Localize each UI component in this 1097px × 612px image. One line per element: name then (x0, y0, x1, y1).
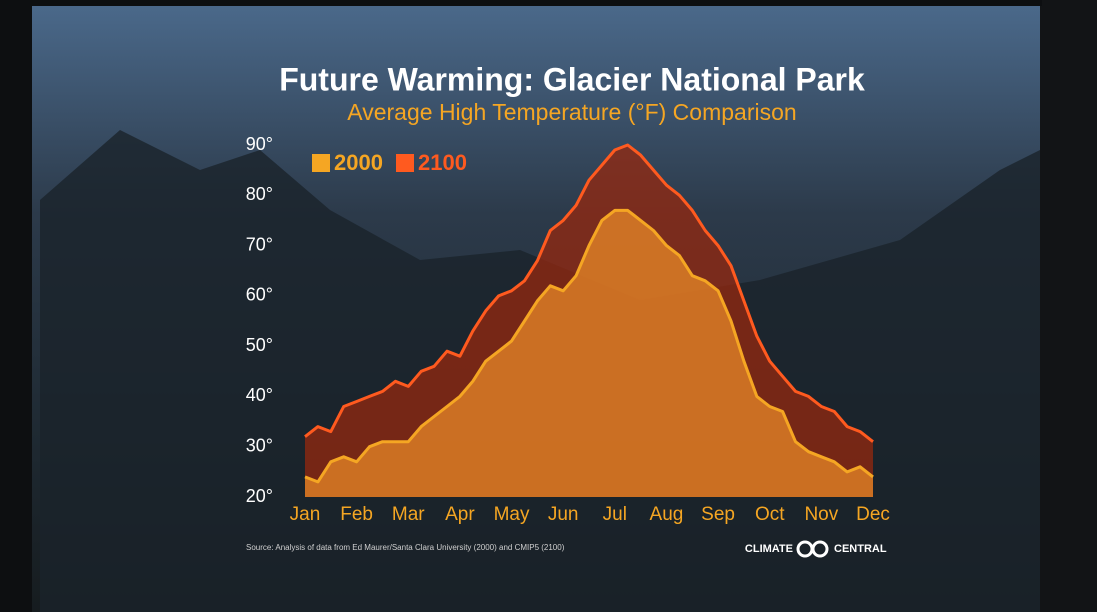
x-tick-label: Jun (548, 504, 579, 525)
x-tick-label: May (494, 504, 530, 525)
legend-label: 2000 (334, 150, 383, 175)
right-tree (1040, 0, 1097, 612)
top-frame (32, 0, 1042, 6)
brand-logo (811, 540, 829, 558)
line (304, 143, 874, 443)
y-tick-label: 30° (246, 435, 273, 455)
y-tick-label: 90° (246, 134, 273, 154)
y-tick-label: 80° (246, 184, 273, 204)
y-tick-label: 70° (246, 234, 273, 254)
y-tick-label: 20° (246, 486, 273, 506)
line (304, 208, 874, 484)
x-tick-label: Feb (340, 504, 373, 525)
x-tick-label: Apr (445, 504, 475, 525)
brand-right: CENTRAL (834, 543, 887, 555)
legend-swatch (396, 154, 414, 172)
source-note: Source: Analysis of data from Ed Maurer/… (246, 543, 565, 552)
brand-left: CLIMATE (745, 543, 793, 555)
chart-subtitle: Average High Temperature (°F) Comparison (347, 99, 796, 125)
x-tick-label: Jul (603, 504, 627, 525)
y-tick-label: 50° (246, 335, 273, 355)
legend-swatch (312, 154, 330, 172)
x-tick-label: Mar (392, 504, 425, 525)
area (305, 210, 873, 497)
x-tick-label: Sep (701, 504, 735, 525)
y-tick-label: 40° (246, 385, 273, 405)
x-tick-label: Jan (290, 504, 321, 525)
y-tick-label: 60° (246, 285, 273, 305)
legend-label: 2100 (418, 150, 467, 175)
chart-title: Future Warming: Glacier National Park (279, 61, 865, 97)
x-tick-label: Dec (856, 504, 890, 525)
x-tick-label: Aug (650, 504, 684, 525)
x-tick-label: Oct (755, 504, 785, 525)
x-tick-label: Nov (804, 504, 838, 525)
left-frame (0, 0, 32, 612)
